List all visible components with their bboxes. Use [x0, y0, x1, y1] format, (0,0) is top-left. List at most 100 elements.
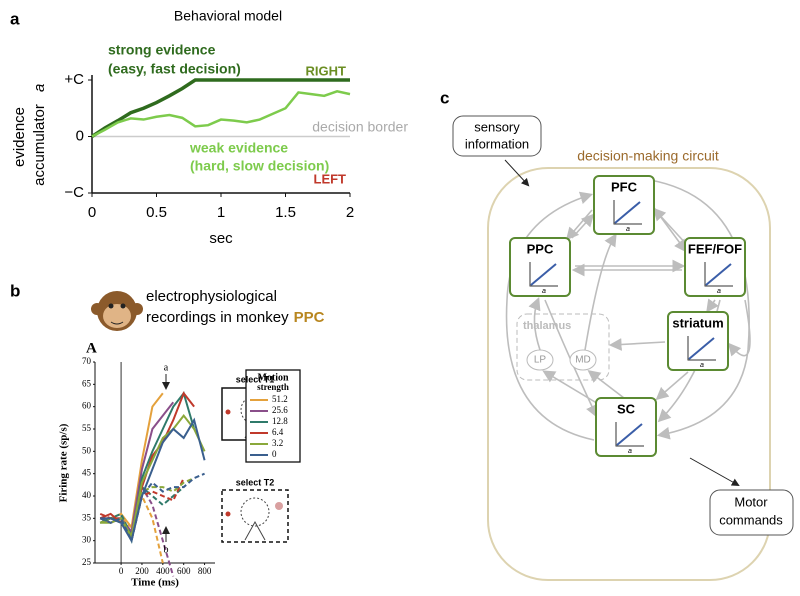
mini-line — [614, 201, 641, 224]
x-axis-label: Time (ms) — [131, 577, 179, 589]
inset-label: select T1 — [236, 374, 275, 384]
mini-axis-label: a — [700, 362, 704, 369]
legend-label: 0 — [272, 449, 277, 459]
x-axis-label: sec — [209, 230, 233, 247]
x-tick-label: 600 — [177, 566, 191, 576]
x-tick-label: 0.5 — [146, 204, 167, 221]
node-box — [509, 237, 571, 297]
output-arrow — [689, 457, 740, 486]
input-arrow — [504, 159, 530, 187]
legend-title: Motion — [257, 372, 289, 383]
node-label: PPC — [527, 241, 554, 256]
input-label: information — [465, 136, 529, 151]
node-label: FEF/FOF — [688, 241, 742, 256]
marker-label: b — [164, 544, 169, 555]
output-box — [709, 489, 794, 536]
legend-box — [245, 369, 301, 463]
mini-axis-label: a — [628, 448, 632, 455]
y-tick-label: 45 — [82, 468, 92, 478]
node-box — [684, 237, 746, 297]
thalamus-label: thalamus — [523, 320, 571, 332]
output-label: Motor — [734, 494, 768, 509]
mini-line — [616, 423, 643, 446]
x-tick-label: 400 — [156, 566, 170, 576]
thalamus-box — [516, 313, 610, 381]
legend-label: 6.4 — [272, 427, 284, 437]
y-tick-label: 50 — [82, 445, 92, 455]
y-tick-label: 70 — [82, 356, 92, 366]
mini-line — [530, 263, 557, 286]
mini-axis — [704, 262, 733, 287]
annotation: RIGHT — [306, 63, 347, 78]
chart-title: Behavioral model — [174, 8, 282, 24]
nucleus — [526, 349, 554, 371]
panel-label: a — [10, 9, 20, 28]
x-tick-label: 200 — [135, 566, 149, 576]
inset-label: select T2 — [236, 477, 275, 487]
nucleus — [569, 349, 597, 371]
legend-label: 12.8 — [272, 416, 288, 426]
mini-axis — [615, 422, 644, 447]
x-tick-label: 800 — [198, 566, 212, 576]
y-tick-label: 35 — [82, 512, 92, 522]
node-box — [667, 311, 729, 371]
caption-highlight: PPC — [294, 309, 325, 326]
y-axis-var: a — [31, 84, 48, 92]
connections — [505, 179, 751, 441]
legend-label: 51.2 — [272, 394, 288, 404]
caption: recordings in monkey PPC — [146, 309, 325, 326]
legend-title: strength — [257, 382, 289, 392]
y-axis-label: evidence — [11, 107, 28, 167]
annotation: strong evidence — [108, 42, 216, 58]
mini-axis-label: a — [717, 288, 721, 295]
panel-label: b — [10, 281, 20, 300]
figure-label: A — [86, 340, 97, 356]
mini-line — [705, 263, 732, 286]
series-line — [91, 78, 350, 138]
caption-text: recordings in monkey — [146, 309, 289, 326]
caption: electrophysiological — [146, 288, 277, 305]
x-tick-label: 2 — [346, 204, 354, 221]
mini-axis-label: a — [542, 288, 546, 295]
legend-label: 25.6 — [272, 405, 288, 415]
input-label: sensory — [474, 119, 520, 134]
node-label: striatum — [672, 315, 723, 330]
nucleus-label: LP — [534, 355, 547, 366]
annotation: (easy, fast decision) — [108, 61, 241, 77]
node-box — [595, 397, 657, 457]
input-box — [452, 115, 542, 157]
node-label: PFC — [611, 179, 638, 194]
y-tick-label: 25 — [82, 557, 92, 567]
x-tick-label: 1.5 — [275, 204, 296, 221]
annotation: LEFT — [314, 171, 347, 186]
region-label: decision-making circuit — [577, 148, 719, 164]
mini-axis — [529, 262, 558, 287]
x-tick-label: 0 — [88, 204, 96, 221]
output-label: commands — [719, 512, 783, 527]
y-axis-label: Firing rate (sp/s) — [58, 423, 70, 502]
y-tick-label: +C — [64, 71, 84, 88]
legend-label: 3.2 — [272, 438, 283, 448]
inset-t2 — [221, 489, 289, 543]
series-line — [99, 391, 196, 545]
node-box — [593, 175, 655, 235]
marker-label: a — [164, 362, 169, 373]
annotation: decision border — [312, 119, 408, 135]
monkey-icon — [91, 291, 143, 331]
annotation: weak evidence — [189, 140, 288, 156]
annotation: (hard, slow decision) — [190, 158, 329, 174]
node-label: SC — [617, 401, 636, 416]
panel-label: c — [440, 88, 449, 107]
y-tick-label: 55 — [82, 423, 92, 433]
series-line-dashed — [99, 472, 205, 544]
y-tick-label: 40 — [82, 490, 92, 500]
nucleus-label: MD — [575, 355, 591, 366]
mini-line — [688, 337, 715, 360]
y-tick-label: 60 — [82, 401, 92, 411]
circuit-region — [487, 167, 771, 581]
y-tick-label: 65 — [82, 378, 92, 388]
mini-axis — [613, 200, 642, 225]
series-line — [91, 90, 351, 138]
y-tick-label: −C — [64, 184, 84, 201]
